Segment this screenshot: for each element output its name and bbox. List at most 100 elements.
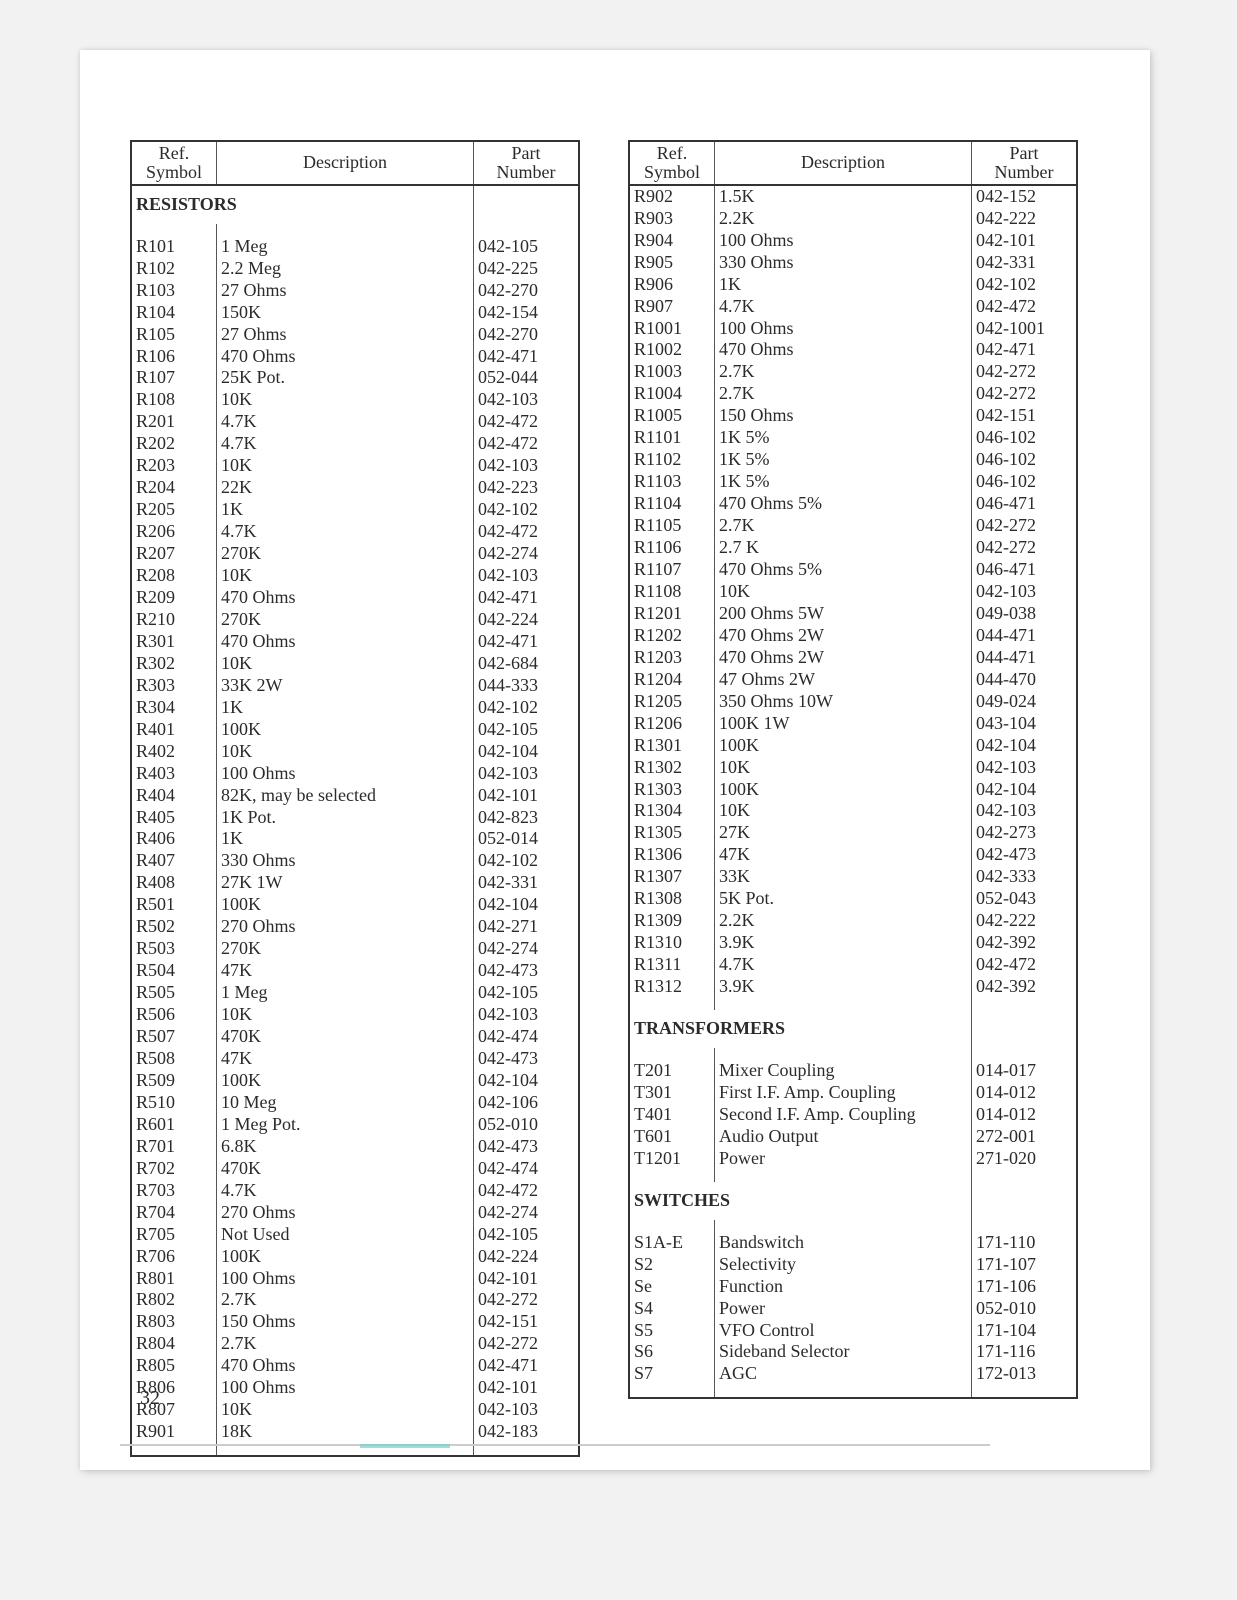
cell-part-number: 046-471 [972, 559, 1078, 581]
cell-part-number: 043-104 [972, 713, 1078, 735]
table-row: R7016.8K042-473 [131, 1136, 579, 1158]
table-row: R11011K 5%046-102 [629, 427, 1077, 449]
cell-symbol: R209 [131, 587, 217, 609]
cell-symbol: R1102 [629, 449, 715, 471]
cell-part-number: 014-017 [972, 1060, 1078, 1082]
table-row: R10032.7K042-272 [629, 361, 1077, 383]
table-row: T601Audio Output272-001 [629, 1126, 1077, 1148]
cell-part-number: 046-102 [972, 471, 1078, 493]
cell-description: 100 Ohms [217, 1268, 474, 1290]
cell-description: VFO Control [715, 1320, 972, 1342]
table-row: R11021K 5%046-102 [629, 449, 1077, 471]
cell-description: 33K [715, 866, 972, 888]
cell-symbol: R1201 [629, 603, 715, 625]
cell-symbol: R1302 [629, 757, 715, 779]
cell-part-number: 042-472 [474, 433, 580, 455]
table-row: R106470 Ohms042-471 [131, 346, 579, 368]
table-row: R1206100K 1W043-104 [629, 713, 1077, 735]
table-row: R2064.7K042-472 [131, 521, 579, 543]
cell-symbol: R402 [131, 741, 217, 763]
cell-description: 10 Meg [217, 1092, 474, 1114]
cell-symbol: R1303 [629, 779, 715, 801]
cell-symbol: R206 [131, 521, 217, 543]
cell-part-number: 042-471 [474, 631, 580, 653]
cell-description: 2.2K [715, 910, 972, 932]
cell-description: 1K 5% [715, 427, 972, 449]
cell-symbol: R801 [131, 1268, 217, 1290]
cell-symbol: R408 [131, 872, 217, 894]
cell-symbol: T1201 [629, 1148, 715, 1170]
table-row: R904100 Ohms042-101 [629, 230, 1077, 252]
table-row: SeFunction171-106 [629, 1276, 1077, 1298]
table-row: R705Not Used042-105 [131, 1224, 579, 1246]
cell-description: Second I.F. Amp. Coupling [715, 1104, 972, 1126]
cell-description: 330 Ohms [715, 252, 972, 274]
cell-description: 10K [715, 581, 972, 603]
cell-part-number: 042-272 [972, 537, 1078, 559]
cell-description: 1K 5% [715, 449, 972, 471]
cell-symbol: R104 [131, 302, 217, 324]
table-row: R805470 Ohms042-471 [131, 1355, 579, 1377]
cell-description: 3.9K [715, 976, 972, 998]
cell-part-number: 042-103 [474, 565, 580, 587]
cell-part-number: 052-010 [474, 1114, 580, 1136]
cell-description: 22K [217, 477, 474, 499]
header-description: Description [217, 141, 474, 185]
cell-symbol: S5 [629, 1320, 715, 1342]
cell-description: 4.7K [217, 1180, 474, 1202]
cell-symbol: R302 [131, 653, 217, 675]
cell-description: 100K 1W [715, 713, 972, 735]
table-row: T301First I.F. Amp. Coupling014-012 [629, 1082, 1077, 1104]
page: Ref. Symbol Description Part Number [80, 50, 1150, 1470]
table-row: R11062.7 K042-272 [629, 537, 1077, 559]
cell-description: 2.7K [715, 361, 972, 383]
section-title: TRANSFORMERS [629, 1010, 972, 1048]
cell-description: 5K Pot. [715, 888, 972, 910]
cell-symbol: R510 [131, 1092, 217, 1114]
cell-symbol: R202 [131, 433, 217, 455]
table-row: R9032.2K042-222 [629, 208, 1077, 230]
table-row: R130210K042-103 [629, 757, 1077, 779]
cell-symbol: R904 [629, 230, 715, 252]
table-row: R2024.7K042-472 [131, 433, 579, 455]
cell-description: 1K [217, 499, 474, 521]
cell-description: Bandswitch [715, 1232, 972, 1254]
header-symbol: Ref. Symbol [629, 141, 715, 185]
cell-part-number: 042-154 [474, 302, 580, 324]
cell-description: 470 Ohms 2W [715, 647, 972, 669]
cell-description: 1K [217, 697, 474, 719]
cell-part-number: 042-183 [474, 1421, 580, 1443]
cell-symbol: R1301 [629, 735, 715, 757]
cell-part-number: 171-110 [972, 1232, 1078, 1254]
cell-symbol: S1A-E [629, 1232, 715, 1254]
cell-description: 100 Ohms [217, 1377, 474, 1399]
table-row: R803150 Ohms042-151 [131, 1311, 579, 1333]
cell-symbol: R1203 [629, 647, 715, 669]
columns-wrapper: Ref. Symbol Description Part Number [130, 140, 1078, 1457]
cell-part-number: 042-823 [474, 807, 580, 829]
section-title-row: SWITCHES [629, 1182, 1077, 1220]
cell-description: 470 Ohms 2W [715, 625, 972, 647]
cell-symbol: R1309 [629, 910, 715, 932]
cell-symbol: R903 [629, 208, 715, 230]
cell-symbol: R1310 [629, 932, 715, 954]
cell-symbol: R803 [131, 1311, 217, 1333]
cell-part-number: 042-102 [474, 697, 580, 719]
cell-part-number: 044-471 [972, 647, 1078, 669]
cell-symbol: R1306 [629, 844, 715, 866]
table-row: R10725K Pot.052-044 [131, 367, 579, 389]
cell-part-number: 042-272 [972, 515, 1078, 537]
table-row: R40482K, may be selected042-101 [131, 785, 579, 807]
cell-symbol: R509 [131, 1070, 217, 1092]
cell-part-number: 052-043 [972, 888, 1078, 910]
cell-description: 4.7K [217, 433, 474, 455]
cell-symbol: R1106 [629, 537, 715, 559]
section-title: SWITCHES [629, 1182, 972, 1220]
table-row: R403100 Ohms042-103 [131, 763, 579, 785]
cell-description: 82K, may be selected [217, 785, 474, 807]
header-text: Symbol [136, 163, 212, 182]
table-row: R1005150 Ohms042-151 [629, 405, 1077, 427]
table-row: R10327 Ohms042-270 [131, 280, 579, 302]
cell-part-number: 042-223 [474, 477, 580, 499]
cell-description: 150K [217, 302, 474, 324]
